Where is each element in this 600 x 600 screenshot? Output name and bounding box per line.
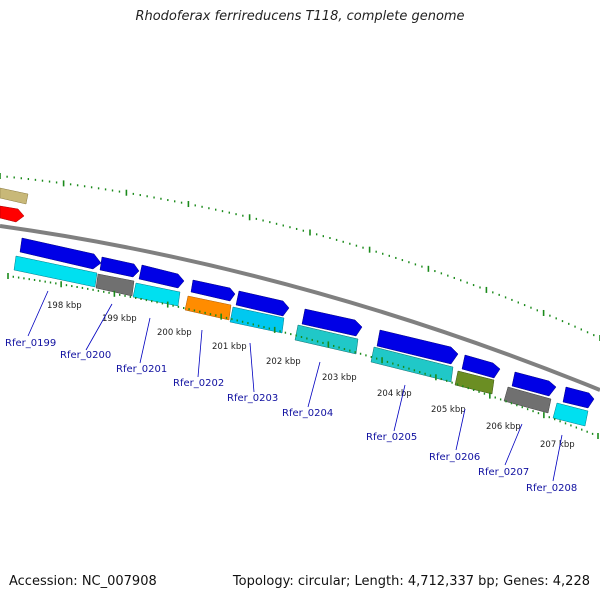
feature-red-topleft bbox=[0, 205, 25, 223]
scale-label-198: 198 kbp bbox=[47, 301, 82, 311]
accession-text: Accession: NC_007908 bbox=[9, 574, 157, 589]
cds-cyan-4 bbox=[552, 402, 589, 427]
gene-label-leaders bbox=[27, 290, 563, 482]
gene-label-0206: Rfer_0206 bbox=[429, 452, 480, 463]
gene-label-0207: Rfer_0207 bbox=[478, 467, 529, 478]
gene-blue-4 bbox=[190, 279, 236, 302]
gene-label-0203: Rfer_0203 bbox=[227, 393, 278, 404]
outer-tick-track bbox=[0, 173, 600, 341]
scale-label-203: 203 kbp bbox=[322, 373, 357, 383]
scale-label-207: 207 kbp bbox=[540, 440, 575, 450]
forward-strand-genes bbox=[19, 237, 595, 409]
map-title: Rhodoferax ferrireducens T118, complete … bbox=[135, 9, 465, 24]
gene-label-0204: Rfer_0204 bbox=[282, 408, 333, 419]
gene-blue-3 bbox=[138, 264, 185, 289]
genome-backbone bbox=[0, 224, 600, 392]
gene-label-0200: Rfer_0200 bbox=[60, 350, 111, 361]
cds-olive-1 bbox=[454, 370, 495, 395]
gene-label-0201: Rfer_0201 bbox=[116, 364, 167, 375]
scale-labels: 198 kbp 199 kbp 200 kbp 201 kbp 202 kbp … bbox=[47, 301, 575, 450]
gene-blue-6 bbox=[301, 308, 363, 337]
gene-blue-1 bbox=[19, 237, 102, 270]
scale-label-205: 205 kbp bbox=[431, 405, 466, 415]
scale-label-200: 200 kbp bbox=[157, 328, 192, 338]
scale-label-206: 206 kbp bbox=[486, 422, 521, 432]
gene-blue-5 bbox=[235, 290, 290, 317]
genome-summary-text: Topology: circular; Length: 4,712,337 bp… bbox=[232, 574, 590, 589]
gene-blue-9 bbox=[511, 371, 557, 397]
gene-blue-2 bbox=[99, 256, 140, 278]
cds-cyan-3 bbox=[229, 306, 285, 334]
gene-blue-7 bbox=[376, 329, 459, 365]
gene-label-0208: Rfer_0208 bbox=[526, 483, 577, 494]
cds-cyan-1 bbox=[13, 255, 98, 288]
gene-label-0199: Rfer_0199 bbox=[5, 338, 56, 349]
scale-label-201: 201 kbp bbox=[212, 342, 247, 352]
cds-gray-2 bbox=[503, 386, 552, 414]
gene-label-0205: Rfer_0205 bbox=[366, 432, 417, 443]
inner-tick-track bbox=[7, 273, 599, 439]
cds-gray-1 bbox=[95, 273, 135, 297]
gene-blue-10 bbox=[562, 386, 595, 409]
feature-khaki-topleft bbox=[0, 187, 29, 205]
gene-label-0202: Rfer_0202 bbox=[173, 378, 224, 389]
scale-label-202: 202 kbp bbox=[266, 357, 301, 367]
gene-labels: Rfer_0199 Rfer_0200 Rfer_0201 Rfer_0202 … bbox=[5, 338, 577, 494]
scale-label-199: 199 kbp bbox=[102, 314, 137, 324]
gene-blue-8 bbox=[461, 354, 501, 379]
cds-orange-1 bbox=[184, 295, 232, 321]
scale-label-204: 204 kbp bbox=[377, 389, 412, 399]
cds-features bbox=[13, 255, 589, 427]
